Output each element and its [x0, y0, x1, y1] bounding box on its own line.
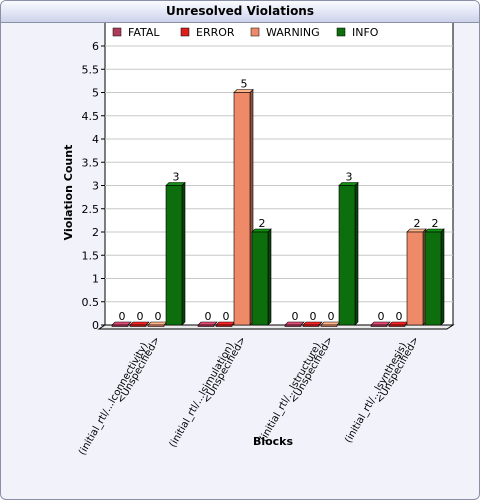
- bar-warning: [320, 324, 338, 327]
- data-label: 0: [292, 310, 299, 323]
- bar-side-info: [354, 181, 359, 326]
- data-label: 2: [259, 217, 266, 230]
- data-label: 0: [223, 310, 230, 323]
- y-tick-label: 5.5: [82, 63, 100, 76]
- y-tick-label: 2.5: [82, 203, 100, 216]
- y-tick-label: 4.5: [82, 110, 100, 123]
- data-label: 0: [119, 310, 126, 323]
- y-tick-label: 3: [92, 180, 99, 193]
- y-tick-label: 0: [92, 319, 99, 332]
- y-tick-label: 4: [92, 133, 99, 146]
- bar-error: [302, 324, 320, 327]
- y-tick-label: 1: [92, 273, 99, 286]
- data-label: 0: [378, 310, 385, 323]
- data-label: 0: [310, 310, 317, 323]
- legend-swatch-warning: [250, 27, 260, 37]
- bar-chart: 0 0.5 1 1.5 2 2.5 3 3.5 4 4.5 5 5.5 6 Violation Count…: [62, 23, 455, 457]
- bar-warning: [233, 92, 251, 326]
- legend-label-warning: WARNING: [266, 26, 320, 39]
- data-label: 3: [346, 171, 353, 184]
- x-tick-label-line2: (initial_rtl/...lsimulation): [168, 341, 237, 450]
- bar-side-info: [181, 181, 186, 326]
- bar-fatal: [284, 324, 302, 327]
- legend-label-info: INFO: [352, 26, 379, 39]
- legend-label-fatal: FATAL: [128, 26, 160, 39]
- x-tick-label-line2: (initial_rtl/...lsynthesis): [343, 341, 410, 445]
- bar-error: [129, 324, 147, 327]
- bar-fatal: [370, 324, 388, 327]
- y-axis-title: Violation Count: [62, 145, 75, 241]
- legend-label-error: ERROR: [196, 26, 235, 39]
- bar-error: [388, 324, 406, 327]
- bar-info: [424, 231, 442, 326]
- y-tick-label: 2: [92, 226, 99, 239]
- data-label: 2: [432, 217, 439, 230]
- y-tick-label: 5: [92, 87, 99, 100]
- bar-info: [165, 185, 183, 326]
- bar-warning: [147, 324, 165, 327]
- legend-swatch-error: [180, 27, 190, 37]
- data-label: 2: [414, 217, 421, 230]
- x-tick-label-line2: (initial_rtl/...lconnectivity): [77, 341, 151, 457]
- y-tick-label: 6: [92, 40, 99, 53]
- bar-side-info: [267, 228, 272, 326]
- data-label: 0: [137, 310, 144, 323]
- bar-side-info: [440, 228, 445, 326]
- panel-title: Unresolved Violations: [1, 1, 479, 23]
- bar-info: [251, 231, 269, 326]
- data-label: 0: [328, 310, 335, 323]
- bar-fatal: [197, 324, 215, 327]
- legend-swatch-info: [336, 27, 346, 37]
- bar-warning: [406, 231, 424, 326]
- bar-error: [215, 324, 233, 327]
- data-label: 0: [155, 310, 162, 323]
- bar-fatal: [111, 324, 129, 327]
- y-tick-label: 0.5: [82, 296, 100, 309]
- plot-area: [104, 23, 454, 326]
- data-label: 0: [205, 310, 212, 323]
- y-tick-label: 3.5: [82, 156, 100, 169]
- bar-info: [338, 185, 356, 326]
- data-label: 5: [241, 78, 248, 91]
- x-axis-title: Blocks: [253, 435, 294, 448]
- x-tick-label-line2: (initial_rtl/...lstructure): [258, 341, 324, 444]
- data-label: 0: [396, 310, 403, 323]
- legend-swatch-fatal: [112, 27, 122, 37]
- data-label: 3: [173, 171, 180, 184]
- y-tick-label: 1.5: [82, 249, 100, 262]
